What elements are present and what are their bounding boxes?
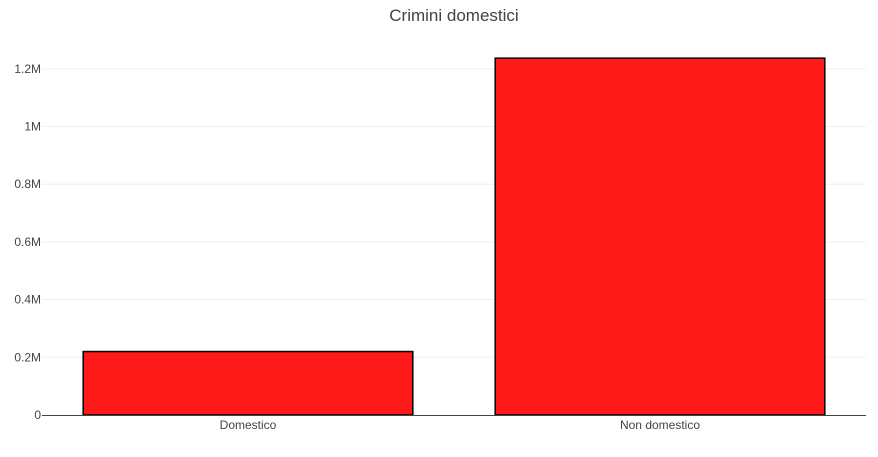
bar <box>494 57 826 416</box>
bars <box>82 57 826 416</box>
bar <box>82 350 414 416</box>
x-axis-ticks: Domestico Non domestico <box>220 418 701 432</box>
y-tick-label: 1.2M <box>14 62 41 76</box>
y-tick-label: 1M <box>24 120 41 134</box>
y-tick-label: 0.4M <box>14 293 41 307</box>
y-tick-label: 0.8M <box>14 177 41 191</box>
x-tick-label: Domestico <box>220 418 277 432</box>
y-tick-label: 0.2M <box>14 350 41 364</box>
y-tick-label: 0.6M <box>14 235 41 249</box>
y-tick-label: 0 <box>34 408 41 422</box>
chart-title: Crimini domestici <box>389 6 518 25</box>
x-tick-label: Non domestico <box>620 418 700 432</box>
y-axis-ticks: 0 0.2M 0.4M 0.6M 0.8M 1M 1.2M <box>14 62 41 422</box>
